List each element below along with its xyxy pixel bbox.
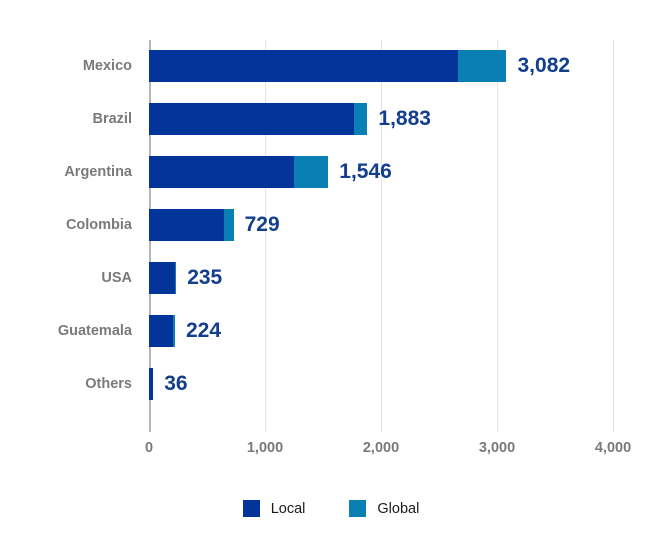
bar-segment-global[interactable] xyxy=(458,50,507,82)
bar-value-label: 1,546 xyxy=(339,160,392,183)
category-row: Brazil xyxy=(0,93,149,146)
bar-value-label: 3,082 xyxy=(517,54,571,77)
bar-value-label: 235 xyxy=(187,266,223,289)
category-label: Mexico xyxy=(82,58,132,74)
bar-value-label: 36 xyxy=(164,372,188,395)
x-tick-label: 0 xyxy=(144,440,154,456)
bar-value-label: 729 xyxy=(244,213,280,236)
legend-swatch-icon xyxy=(349,500,367,517)
gridline-1000 xyxy=(265,40,266,432)
bar-segment-global[interactable] xyxy=(175,262,177,294)
legend-label: Local xyxy=(270,500,306,517)
gridline-2000 xyxy=(381,40,382,432)
category-label: Brazil xyxy=(92,111,133,127)
bar-segment-global[interactable] xyxy=(224,209,234,241)
bar-row: 36 xyxy=(149,358,613,411)
legend-item-local[interactable]: Local xyxy=(242,500,306,517)
stacked-bar[interactable] xyxy=(149,209,234,241)
bar-row: 235 xyxy=(149,252,613,305)
plot-area: 3,082 1,883 1,546 729 xyxy=(149,40,614,432)
bar-segment-local[interactable] xyxy=(149,103,355,135)
category-row: Colombia xyxy=(0,199,149,252)
category-label: Guatemala xyxy=(57,323,132,339)
category-label: Others xyxy=(85,376,132,392)
bar-segment-global[interactable] xyxy=(172,315,175,347)
bar-segment-local[interactable] xyxy=(149,50,459,82)
category-row: Others xyxy=(0,358,149,411)
bar-row: 1,546 xyxy=(149,146,613,199)
gridline-3000 xyxy=(497,40,498,432)
legend-label: Global xyxy=(377,500,420,517)
category-axis: Mexico Brazil Argentina Colombia USA Gua… xyxy=(0,40,149,432)
category-row: USA xyxy=(0,252,149,305)
x-axis-ticks: 0 1,000 2,000 3,000 4,000 xyxy=(145,440,631,466)
bar-segment-local[interactable] xyxy=(149,209,225,241)
legend-swatch-icon xyxy=(242,500,260,517)
stacked-bar[interactable] xyxy=(149,315,175,347)
bar-row: 224 xyxy=(149,305,613,358)
category-row: Guatemala xyxy=(0,305,149,358)
bar-segment-local[interactable] xyxy=(149,262,176,294)
x-tick-label: 3,000 xyxy=(478,440,516,456)
stacked-bar[interactable] xyxy=(149,50,507,82)
category-row: Argentina xyxy=(0,146,149,199)
bar-value-label: 1,883 xyxy=(378,107,431,130)
category-label: USA xyxy=(101,270,132,286)
stacked-bar[interactable] xyxy=(149,156,329,188)
category-label: Argentina xyxy=(64,164,132,180)
legend-item-global[interactable]: Global xyxy=(349,500,419,517)
x-tick-label: 4,000 xyxy=(594,440,632,456)
stacked-bar[interactable] xyxy=(149,262,177,294)
bar-segment-local[interactable] xyxy=(149,368,154,400)
category-label: Colombia xyxy=(65,217,132,233)
bar-segment-global[interactable] xyxy=(354,103,368,135)
bar-row: 729 xyxy=(149,199,613,252)
gridline-4000 xyxy=(613,40,614,432)
x-tick-label: 1,000 xyxy=(246,440,284,456)
bar-value-label: 224 xyxy=(186,319,222,342)
stacked-bar[interactable] xyxy=(149,103,368,135)
bar-segment-local[interactable] xyxy=(149,315,173,347)
bar-segment-global[interactable] xyxy=(294,156,329,188)
bar-row: 1,883 xyxy=(149,93,613,146)
stacked-bar[interactable] xyxy=(149,368,154,400)
bar-row: 3,082 xyxy=(149,40,613,93)
category-row: Mexico xyxy=(0,40,149,93)
x-tick-label: 2,000 xyxy=(362,440,400,456)
bar-segment-local[interactable] xyxy=(149,156,294,188)
chart-legend: Local Global xyxy=(0,500,662,517)
